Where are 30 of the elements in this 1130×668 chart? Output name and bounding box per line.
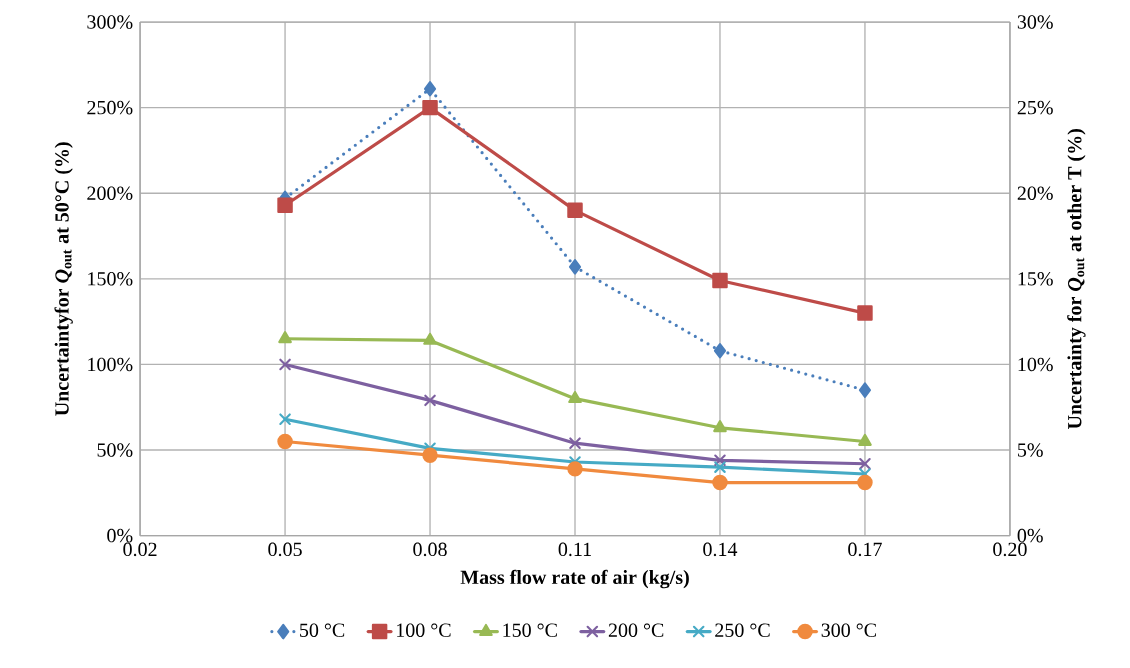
y-tick-label: 200% [87,186,133,201]
y2-tick-label: 20% [1017,186,1053,201]
y2-tick-label: 0% [1017,529,1043,543]
y2-tick-label: 5% [1018,443,1043,457]
legend-label: 300 °C [821,623,876,638]
y-tick-label: 250% [87,100,133,115]
legend-label: 200 °C [608,623,664,638]
y-tick-label: 50% [97,443,133,457]
x-tick-label: 0.02 [123,542,157,557]
y2-axis-title: Uncertainty for Q$_{out}$ at other T (%) [1067,129,1086,430]
y2-tick-label: 30% [1017,15,1053,29]
legend-label: 150 °C [503,623,557,638]
x-tick-label: 0.17 [848,542,882,557]
y-tick-label: 150% [88,272,133,286]
x-tick-label: 0.08 [413,542,447,557]
x-tick-label: 0.11 [558,542,591,557]
y-tick-label: 100% [88,357,133,372]
x-axis-title: Mass flow rate of air (kg/s) [460,569,689,589]
x-tick-label: 0.05 [268,542,302,557]
x-tick-label: 0.20 [993,542,1027,557]
legend-label: 250 °C [715,623,770,638]
y-tick-label: 0% [107,529,133,543]
y2-tick-label: 25% [1017,100,1053,115]
legend-label: 100 °C [397,623,451,638]
y-axis-title: Uncertaintyfor Q$_{out}$ at 50°C (%) [54,142,73,416]
y2-tick-label: 10% [1018,357,1053,372]
y-tick-label: 300% [87,15,133,29]
legend-label: 50 °C [300,623,345,638]
y2-tick-label: 15% [1018,272,1053,286]
x-tick-label: 0.14 [703,542,738,557]
